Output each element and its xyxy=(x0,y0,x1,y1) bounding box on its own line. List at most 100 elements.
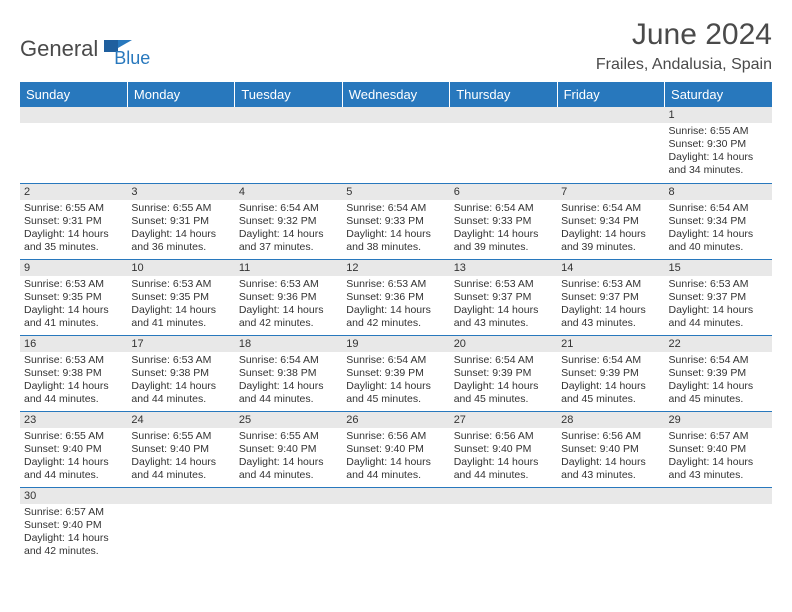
calendar-cell: 9Sunrise: 6:53 AMSunset: 9:35 PMDaylight… xyxy=(20,259,127,335)
day-number: 20 xyxy=(450,336,557,352)
empty-day-bar xyxy=(557,107,664,123)
sunrise-text: Sunrise: 6:54 AM xyxy=(239,202,338,215)
day-content: Sunrise: 6:57 AMSunset: 9:40 PMDaylight:… xyxy=(20,504,127,563)
day-content: Sunrise: 6:55 AMSunset: 9:31 PMDaylight:… xyxy=(127,200,234,259)
sunrise-text: Sunrise: 6:55 AM xyxy=(24,202,123,215)
day-content: Sunrise: 6:57 AMSunset: 9:40 PMDaylight:… xyxy=(665,428,772,487)
daylight-text: Daylight: 14 hours and 37 minutes. xyxy=(239,228,338,254)
sunrise-text: Sunrise: 6:53 AM xyxy=(454,278,553,291)
sunset-text: Sunset: 9:40 PM xyxy=(561,443,660,456)
day-number: 18 xyxy=(235,336,342,352)
calendar-cell: 16Sunrise: 6:53 AMSunset: 9:38 PMDayligh… xyxy=(20,335,127,411)
daylight-text: Daylight: 14 hours and 44 minutes. xyxy=(239,456,338,482)
day-number: 1 xyxy=(665,107,772,123)
day-content: Sunrise: 6:54 AMSunset: 9:38 PMDaylight:… xyxy=(235,352,342,411)
calendar-cell xyxy=(127,107,234,183)
sunset-text: Sunset: 9:33 PM xyxy=(454,215,553,228)
sunset-text: Sunset: 9:30 PM xyxy=(669,138,768,151)
logo: General Blue xyxy=(20,28,150,69)
day-number: 27 xyxy=(450,412,557,428)
daylight-text: Daylight: 14 hours and 39 minutes. xyxy=(561,228,660,254)
daylight-text: Daylight: 14 hours and 44 minutes. xyxy=(669,304,768,330)
day-content: Sunrise: 6:54 AMSunset: 9:39 PMDaylight:… xyxy=(557,352,664,411)
sunset-text: Sunset: 9:40 PM xyxy=(24,443,123,456)
daylight-text: Daylight: 14 hours and 38 minutes. xyxy=(346,228,445,254)
calendar-cell xyxy=(557,487,664,563)
empty-day-bar xyxy=(665,488,772,504)
daylight-text: Daylight: 14 hours and 43 minutes. xyxy=(454,304,553,330)
calendar-week-row: 1Sunrise: 6:55 AMSunset: 9:30 PMDaylight… xyxy=(20,107,772,183)
day-content: Sunrise: 6:53 AMSunset: 9:38 PMDaylight:… xyxy=(127,352,234,411)
daylight-text: Daylight: 14 hours and 45 minutes. xyxy=(346,380,445,406)
day-number: 17 xyxy=(127,336,234,352)
sunrise-text: Sunrise: 6:56 AM xyxy=(346,430,445,443)
day-number: 8 xyxy=(665,184,772,200)
calendar-cell: 17Sunrise: 6:53 AMSunset: 9:38 PMDayligh… xyxy=(127,335,234,411)
empty-day-bar xyxy=(342,107,449,123)
daylight-text: Daylight: 14 hours and 34 minutes. xyxy=(669,151,768,177)
day-content: Sunrise: 6:55 AMSunset: 9:40 PMDaylight:… xyxy=(20,428,127,487)
daylight-text: Daylight: 14 hours and 40 minutes. xyxy=(669,228,768,254)
day-header: Sunday xyxy=(20,82,127,107)
sunset-text: Sunset: 9:37 PM xyxy=(454,291,553,304)
calendar-cell: 21Sunrise: 6:54 AMSunset: 9:39 PMDayligh… xyxy=(557,335,664,411)
daylight-text: Daylight: 14 hours and 44 minutes. xyxy=(239,380,338,406)
calendar-cell: 30Sunrise: 6:57 AMSunset: 9:40 PMDayligh… xyxy=(20,487,127,563)
day-number: 22 xyxy=(665,336,772,352)
sunrise-text: Sunrise: 6:56 AM xyxy=(454,430,553,443)
day-content: Sunrise: 6:54 AMSunset: 9:33 PMDaylight:… xyxy=(450,200,557,259)
sunrise-text: Sunrise: 6:54 AM xyxy=(239,354,338,367)
day-header-row: Sunday Monday Tuesday Wednesday Thursday… xyxy=(20,82,772,107)
sunrise-text: Sunrise: 6:54 AM xyxy=(561,354,660,367)
calendar-cell: 26Sunrise: 6:56 AMSunset: 9:40 PMDayligh… xyxy=(342,411,449,487)
day-number: 9 xyxy=(20,260,127,276)
empty-day-bar xyxy=(342,488,449,504)
daylight-text: Daylight: 14 hours and 43 minutes. xyxy=(669,456,768,482)
empty-day-bar xyxy=(450,107,557,123)
daylight-text: Daylight: 14 hours and 39 minutes. xyxy=(454,228,553,254)
sunset-text: Sunset: 9:31 PM xyxy=(24,215,123,228)
day-content: Sunrise: 6:55 AMSunset: 9:30 PMDaylight:… xyxy=(665,123,772,182)
day-number: 26 xyxy=(342,412,449,428)
sunset-text: Sunset: 9:33 PM xyxy=(346,215,445,228)
calendar-cell: 5Sunrise: 6:54 AMSunset: 9:33 PMDaylight… xyxy=(342,183,449,259)
calendar-cell: 29Sunrise: 6:57 AMSunset: 9:40 PMDayligh… xyxy=(665,411,772,487)
day-number: 21 xyxy=(557,336,664,352)
daylight-text: Daylight: 14 hours and 41 minutes. xyxy=(24,304,123,330)
day-header: Friday xyxy=(557,82,664,107)
location-text: Frailes, Andalusia, Spain xyxy=(596,56,772,74)
day-number: 7 xyxy=(557,184,664,200)
sunrise-text: Sunrise: 6:54 AM xyxy=(454,354,553,367)
sunrise-text: Sunrise: 6:54 AM xyxy=(454,202,553,215)
calendar-cell: 24Sunrise: 6:55 AMSunset: 9:40 PMDayligh… xyxy=(127,411,234,487)
sunset-text: Sunset: 9:39 PM xyxy=(669,367,768,380)
calendar-cell: 4Sunrise: 6:54 AMSunset: 9:32 PMDaylight… xyxy=(235,183,342,259)
sunset-text: Sunset: 9:31 PM xyxy=(131,215,230,228)
calendar-cell: 15Sunrise: 6:53 AMSunset: 9:37 PMDayligh… xyxy=(665,259,772,335)
sunset-text: Sunset: 9:37 PM xyxy=(669,291,768,304)
empty-day-bar xyxy=(450,488,557,504)
sunrise-text: Sunrise: 6:54 AM xyxy=(669,354,768,367)
day-header: Monday xyxy=(127,82,234,107)
daylight-text: Daylight: 14 hours and 36 minutes. xyxy=(131,228,230,254)
daylight-text: Daylight: 14 hours and 44 minutes. xyxy=(24,380,123,406)
day-number: 24 xyxy=(127,412,234,428)
sunrise-text: Sunrise: 6:53 AM xyxy=(24,278,123,291)
page-title: June 2024 xyxy=(596,18,772,52)
daylight-text: Daylight: 14 hours and 43 minutes. xyxy=(561,304,660,330)
sunset-text: Sunset: 9:35 PM xyxy=(131,291,230,304)
day-number: 28 xyxy=(557,412,664,428)
sunrise-text: Sunrise: 6:53 AM xyxy=(24,354,123,367)
day-content: Sunrise: 6:53 AMSunset: 9:36 PMDaylight:… xyxy=(235,276,342,335)
day-content: Sunrise: 6:53 AMSunset: 9:36 PMDaylight:… xyxy=(342,276,449,335)
calendar-cell xyxy=(342,487,449,563)
day-content: Sunrise: 6:53 AMSunset: 9:37 PMDaylight:… xyxy=(450,276,557,335)
calendar-cell: 28Sunrise: 6:56 AMSunset: 9:40 PMDayligh… xyxy=(557,411,664,487)
sunrise-text: Sunrise: 6:57 AM xyxy=(669,430,768,443)
calendar-week-row: 30Sunrise: 6:57 AMSunset: 9:40 PMDayligh… xyxy=(20,487,772,563)
calendar-cell: 20Sunrise: 6:54 AMSunset: 9:39 PMDayligh… xyxy=(450,335,557,411)
calendar-cell: 12Sunrise: 6:53 AMSunset: 9:36 PMDayligh… xyxy=(342,259,449,335)
day-number: 23 xyxy=(20,412,127,428)
day-content: Sunrise: 6:54 AMSunset: 9:34 PMDaylight:… xyxy=(557,200,664,259)
logo-text-blue: Blue xyxy=(114,48,150,69)
